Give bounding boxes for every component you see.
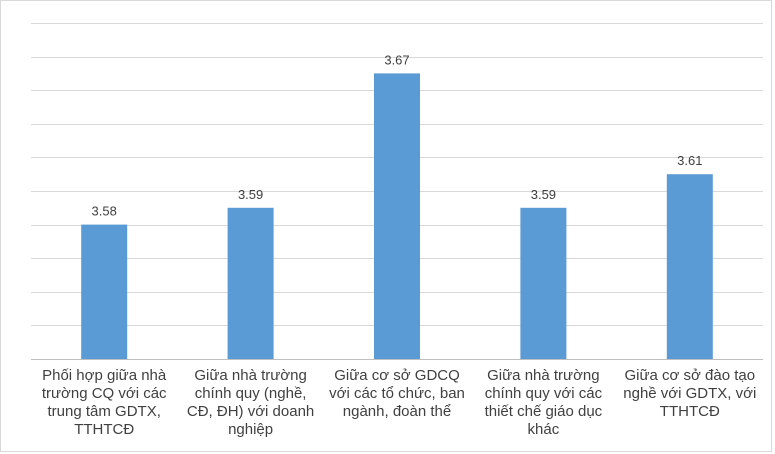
bar bbox=[520, 207, 567, 359]
bar bbox=[666, 174, 713, 359]
category-label: Giữa cơ sở đào tạo nghề với GDTX, với TT… bbox=[623, 367, 757, 420]
data-label: 3.58 bbox=[92, 204, 117, 219]
bar bbox=[81, 224, 128, 359]
bar bbox=[227, 207, 274, 359]
category-label: Giữa cơ sở GDCQ với các tổ chức, ban ngà… bbox=[329, 367, 465, 420]
category-label: Giữa nhà trường chính quy với các thiết … bbox=[484, 367, 603, 438]
category-label: Phối hợp giữa nhà trường CQ với các trun… bbox=[41, 367, 167, 438]
data-label: 3.59 bbox=[531, 187, 556, 202]
category-label: Giữa nhà trường chính quy (nghề, CĐ, ĐH)… bbox=[186, 367, 315, 438]
data-label: 3.61 bbox=[677, 153, 702, 168]
data-labels: 3.58 3.59 3.67 3.59 3.61 bbox=[92, 52, 703, 218]
data-label: 3.59 bbox=[238, 187, 263, 202]
data-label: 3.67 bbox=[384, 52, 409, 67]
bars bbox=[81, 73, 713, 360]
bar bbox=[374, 73, 420, 360]
